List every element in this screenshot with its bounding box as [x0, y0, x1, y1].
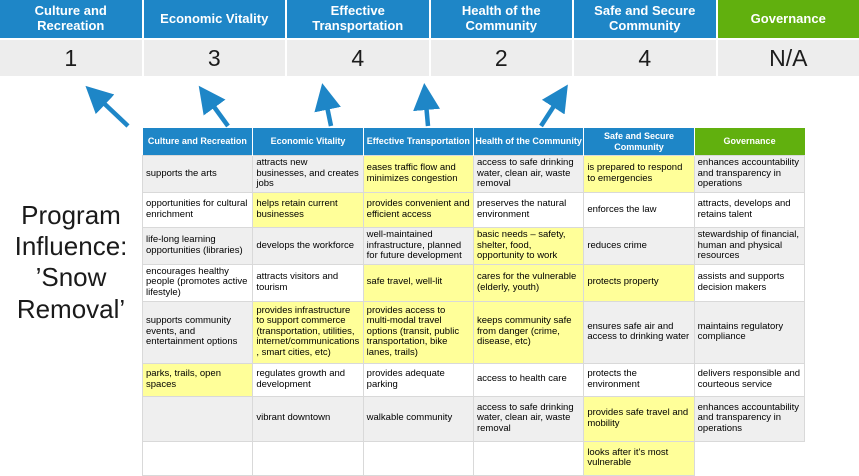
up-arrow-icon: [541, 92, 563, 126]
priority-column-effective-transportation: Effective Transportation 4: [287, 0, 429, 76]
matrix-row: encourages healthy people (promotes acti…: [143, 264, 805, 301]
influence-arrows: [0, 80, 859, 130]
priority-column-economic-vitality: Economic Vitality 3: [144, 0, 286, 76]
priority-score-effective-transportation: 4: [287, 40, 429, 76]
priority-score-safe-secure: 4: [574, 40, 716, 76]
matrix-cell: supports community events, and entertain…: [143, 301, 253, 363]
matrix-column-header: Health of the Community: [473, 128, 583, 156]
matrix-cell: regulates growth and development: [253, 363, 363, 396]
matrix-cell-highlighted: provides convenient and efficient access: [363, 192, 473, 227]
matrix-cell: attracts, develops and retains talent: [694, 192, 804, 227]
priority-summary-strip: Culture and Recreation 1 Economic Vitali…: [0, 0, 859, 76]
matrix-cell: develops the workforce: [253, 227, 363, 264]
matrix-cell: [253, 441, 363, 475]
matrix-cell: provides adequate parking: [363, 363, 473, 396]
matrix-cell-highlighted: protects property: [584, 264, 694, 301]
priority-score-governance: N/A: [718, 40, 859, 76]
program-title-line: Removal’: [0, 294, 142, 325]
up-arrow-icon: [92, 92, 128, 126]
matrix-cell-highlighted: eases traffic flow and minimizes congest…: [363, 156, 473, 193]
matrix-cell: life-long learning opportunities (librar…: [143, 227, 253, 264]
matrix-cell: access to safe drinking water, clean air…: [473, 156, 583, 193]
matrix-cell: walkable community: [363, 396, 473, 441]
matrix-cell-highlighted: safe travel, well-lit: [363, 264, 473, 301]
matrix-cell-highlighted: basic needs – safety, shelter, food, opp…: [473, 227, 583, 264]
matrix-cell: [143, 396, 253, 441]
matrix-column-header: Effective Transportation: [363, 128, 473, 156]
matrix-cell-highlighted: is prepared to respond to emergencies: [584, 156, 694, 193]
priority-column-culture-recreation: Culture and Recreation 1: [0, 0, 142, 76]
up-arrow-icon: [204, 93, 228, 126]
matrix-cell-highlighted: parks, trails, open spaces: [143, 363, 253, 396]
matrix-cell-highlighted: provides safe travel and mobility: [584, 396, 694, 441]
matrix-cell: enhances accountability and transparency…: [694, 156, 804, 193]
matrix-row: supports community events, and entertain…: [143, 301, 805, 363]
matrix-row: life-long learning opportunities (librar…: [143, 227, 805, 264]
program-influence-title: Program Influence: ’Snow Removal’: [0, 200, 142, 325]
matrix-cell-highlighted: cares for the vulnerable (elderly, youth…: [473, 264, 583, 301]
priority-column-safe-secure: Safe and Secure Community 4: [574, 0, 716, 76]
priority-score-culture-recreation: 1: [0, 40, 142, 76]
matrix-cell: supports the arts: [143, 156, 253, 193]
matrix-cell-highlighted: provides access to multi-modal travel op…: [363, 301, 473, 363]
priority-header-health-community: Health of the Community: [431, 0, 573, 38]
matrix-cell: stewardship of financial, human and phys…: [694, 227, 804, 264]
matrix-cell: access to safe drinking water, clean air…: [473, 396, 583, 441]
priority-score-economic-vitality: 3: [144, 40, 286, 76]
matrix-row: looks after it's most vulnerable: [143, 441, 805, 475]
matrix-cell: enforces the law: [584, 192, 694, 227]
matrix-cell-highlighted: helps retain current businesses: [253, 192, 363, 227]
matrix-cell: assists and supports decision makers: [694, 264, 804, 301]
matrix-cell: delivers responsible and courteous servi…: [694, 363, 804, 396]
priority-header-economic-vitality: Economic Vitality: [144, 0, 286, 38]
program-title-line: ’Snow: [0, 262, 142, 293]
matrix-column-header: Economic Vitality: [253, 128, 363, 156]
matrix-cell: reduces crime: [584, 227, 694, 264]
matrix-column-header: Governance: [694, 128, 804, 156]
matrix-cell: opportunities for cultural enrichment: [143, 192, 253, 227]
matrix-cell-highlighted: provides infrastructure to support comme…: [253, 301, 363, 363]
matrix-cell: attracts visitors and tourism: [253, 264, 363, 301]
matrix-cell: well-maintained infrastructure, planned …: [363, 227, 473, 264]
priority-column-governance: Governance N/A: [718, 0, 859, 76]
priority-score-health-community: 2: [431, 40, 573, 76]
matrix-cell-highlighted: looks after it's most vulnerable: [584, 441, 694, 475]
program-title-line: Program: [0, 200, 142, 231]
up-arrow-icon: [425, 92, 428, 126]
matrix-cell: [143, 441, 253, 475]
priority-header-governance: Governance: [718, 0, 859, 38]
matrix-cell: ensures safe air and access to drinking …: [584, 301, 694, 363]
matrix-cell: encourages healthy people (promotes acti…: [143, 264, 253, 301]
matrix-cell: [473, 441, 583, 475]
program-title-line: Influence:: [0, 231, 142, 262]
priority-header-safe-secure: Safe and Secure Community: [574, 0, 716, 38]
matrix-column-header: Safe and Secure Community: [584, 128, 694, 156]
matrix-cell-highlighted: keeps community safe from danger (crime,…: [473, 301, 583, 363]
priority-header-culture-recreation: Culture and Recreation: [0, 0, 142, 38]
priority-header-effective-transportation: Effective Transportation: [287, 0, 429, 38]
matrix-cell: preserves the natural environment: [473, 192, 583, 227]
matrix-cell: [694, 441, 804, 475]
priority-column-health-community: Health of the Community 2: [431, 0, 573, 76]
up-arrow-icon: [324, 92, 331, 126]
matrix-cell: enhances accountability and transparency…: [694, 396, 804, 441]
matrix-column-header: Culture and Recreation: [143, 128, 253, 156]
matrix-cell: access to health care: [473, 363, 583, 396]
matrix-cell: protects the environment: [584, 363, 694, 396]
matrix-cell: [363, 441, 473, 475]
matrix-cell: attracts new businesses, and creates job…: [253, 156, 363, 193]
matrix-cell: maintains regulatory compliance: [694, 301, 804, 363]
matrix-cell: vibrant downtown: [253, 396, 363, 441]
